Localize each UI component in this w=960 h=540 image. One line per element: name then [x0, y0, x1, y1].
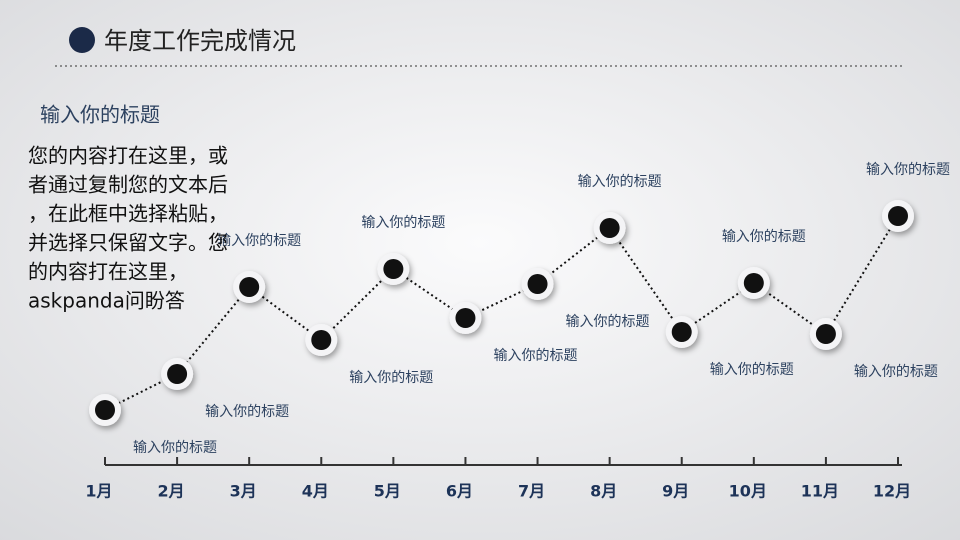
subtitle: 输入你的标题: [40, 103, 160, 127]
paragraph-line: ，在此框中选择粘贴，: [28, 202, 228, 226]
paragraph-line: 并选择只保留文字。您: [28, 231, 228, 255]
point-label: 输入你的标题: [722, 229, 806, 245]
x-tick-label: 8月: [590, 482, 617, 501]
point-label: 输入你的标题: [205, 404, 289, 420]
x-tick-label: 9月: [662, 482, 689, 501]
title-bullet: [69, 27, 95, 53]
point: [167, 364, 188, 384]
point: [671, 322, 692, 342]
x-tick-label: 4月: [302, 482, 329, 501]
x-tick-label: 3月: [230, 482, 257, 501]
x-tick-label: 12月: [873, 482, 911, 501]
point: [95, 400, 115, 420]
point: [743, 273, 764, 293]
point: [239, 277, 260, 297]
x-tick-label: 7月: [518, 482, 545, 501]
point-label: 输入你的标题: [578, 174, 662, 190]
paragraph-line: 的内容打在这里，: [28, 260, 188, 284]
point-label: 输入你的标题: [133, 440, 217, 456]
point-label: 输入你的标题: [493, 348, 577, 364]
paragraph-line: askpanda问盼答: [28, 289, 185, 313]
plot: 1月 2月 3月 4月 5月 6月 7月 8月 9月 10月 11月 12月输入你的标题输入你的标题输…: [85, 162, 950, 501]
point: [888, 206, 908, 226]
point: [455, 308, 476, 328]
point: [311, 330, 332, 350]
point-label: 输入你的标题: [566, 314, 650, 330]
point-label: 输入你的标题: [217, 233, 301, 249]
x-tick-label: 2月: [158, 482, 185, 501]
point: [599, 218, 620, 238]
point-label: 输入你的标题: [866, 162, 950, 178]
x-tick-label: 5月: [374, 482, 401, 501]
x-tick-label: 11月: [801, 482, 839, 501]
point-label: 输入你的标题: [710, 362, 794, 378]
point: [527, 274, 548, 294]
point-label: 输入你的标题: [361, 215, 445, 231]
x-tick-label: 6月: [446, 482, 473, 501]
point: [815, 324, 836, 344]
paragraph-line: 者通过复制您的文本后: [28, 173, 228, 197]
point: [383, 259, 404, 279]
point-label: 输入你的标题: [854, 364, 938, 380]
point-label: 输入你的标题: [349, 370, 433, 386]
slide-title: 年度工作完成情况: [104, 27, 296, 55]
x-tick-label: 1月: [85, 482, 112, 501]
paragraph-line: 您的内容打在这里，或: [28, 144, 228, 168]
x-tick-label: 10月: [729, 482, 767, 501]
